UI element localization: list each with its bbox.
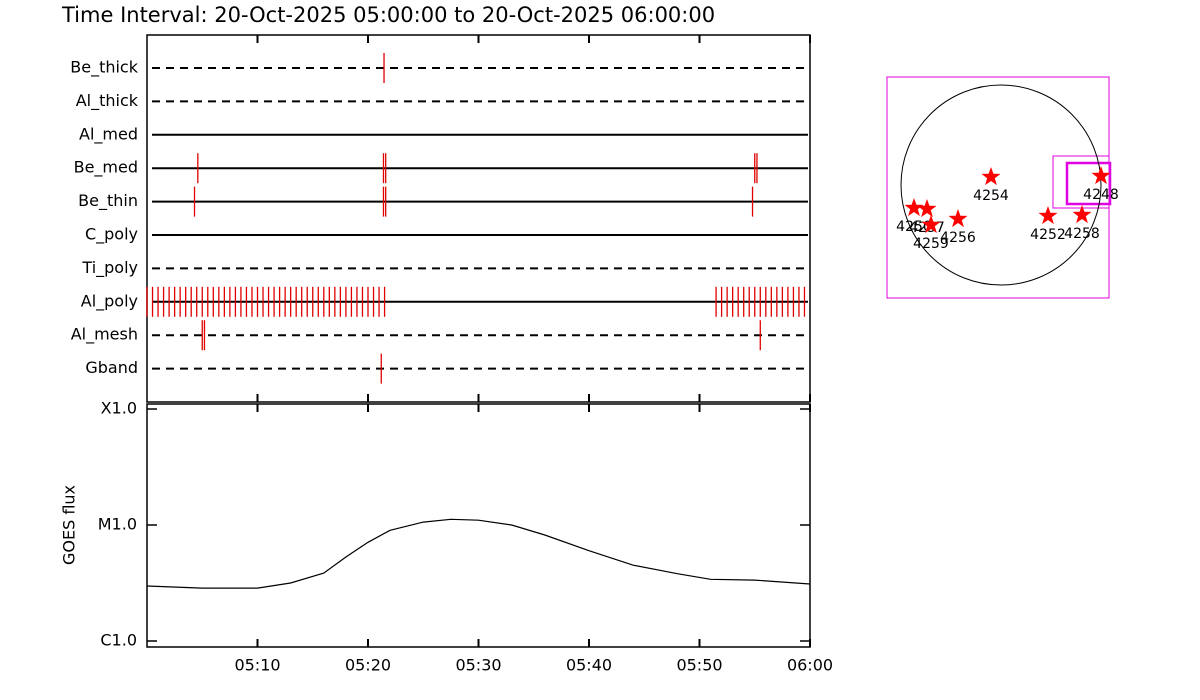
row-label: Ti_poly bbox=[81, 258, 138, 278]
region-label: 4250 bbox=[896, 219, 932, 235]
row-label: Gband bbox=[85, 358, 138, 377]
chart-title: Time Interval: 20-Oct-2025 05:00:00 to 2… bbox=[61, 3, 715, 27]
fov-box bbox=[1065, 161, 1112, 206]
x-tick-label: 05:50 bbox=[676, 656, 722, 675]
region-star bbox=[981, 167, 1001, 186]
y-tick-label: C1.0 bbox=[100, 631, 137, 650]
row-label: Be_thick bbox=[70, 58, 138, 78]
region-label: 4254 bbox=[973, 188, 1009, 204]
region-star bbox=[1091, 166, 1111, 185]
region-star bbox=[921, 215, 941, 234]
x-tick-label: 05:20 bbox=[345, 656, 391, 675]
row-label: Be_med bbox=[74, 158, 138, 178]
row-label: C_poly bbox=[85, 225, 138, 245]
region-label: 4252 bbox=[1030, 227, 1066, 243]
region-star bbox=[948, 209, 968, 228]
x-tick-label: 05:10 bbox=[234, 656, 280, 675]
solar-limb bbox=[900, 84, 1102, 286]
x-tick-label: 05:30 bbox=[455, 656, 501, 675]
region-label: 4248 bbox=[1083, 187, 1119, 203]
y-axis-label: GOES flux bbox=[60, 485, 79, 565]
row-label: Al_thick bbox=[76, 91, 139, 111]
timeline-frame bbox=[146, 34, 811, 403]
region-label: 4258 bbox=[1064, 226, 1100, 242]
x-tick-label: 06:00 bbox=[787, 656, 833, 675]
region-star bbox=[904, 198, 924, 217]
region-star bbox=[917, 199, 937, 218]
region-star bbox=[1072, 205, 1092, 224]
y-tick-label: M1.0 bbox=[98, 515, 137, 534]
x-tick-label: 05:40 bbox=[566, 656, 612, 675]
y-tick-label: X1.0 bbox=[101, 399, 137, 418]
region-label: 4259 bbox=[913, 236, 949, 252]
goes-frame bbox=[146, 403, 811, 648]
region-label: 4256 bbox=[940, 230, 976, 246]
region-star bbox=[1038, 206, 1058, 225]
row-label: Al_poly bbox=[81, 291, 138, 311]
row-label: Al_mesh bbox=[71, 325, 138, 345]
row-label: Al_med bbox=[79, 124, 138, 144]
goes-line bbox=[146, 518, 811, 589]
row-label: Be_thin bbox=[78, 191, 138, 211]
